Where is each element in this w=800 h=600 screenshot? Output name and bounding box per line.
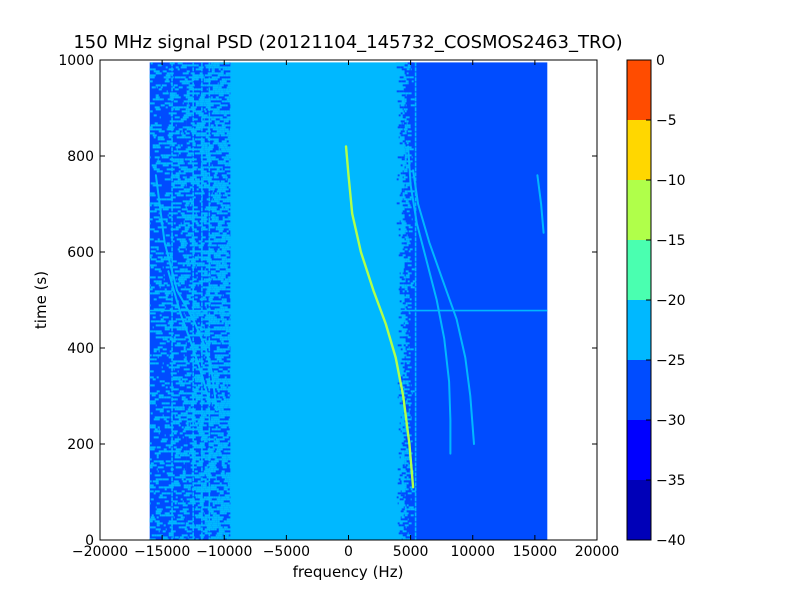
colorbar-band [627, 360, 651, 420]
colorbar-tick-label: −35 [656, 473, 686, 489]
chart-title: 150 MHz signal PSD (20121104_145732_COSM… [73, 32, 622, 53]
colorbar-band [627, 60, 651, 120]
x-tick-label: 15000 [513, 544, 558, 560]
x-tick-label: 20000 [575, 544, 620, 560]
x-tick-label: −20000 [72, 544, 128, 560]
y-tick-label: 400 [67, 341, 94, 357]
colorbar-tick-label: −15 [656, 233, 686, 249]
x-axis-label: frequency (Hz) [293, 563, 404, 581]
x-tick-label: 0 [344, 544, 353, 560]
x-tick-label: −10000 [196, 544, 252, 560]
x-tick-label: −5000 [263, 544, 310, 560]
colorbar-axis: 0 −5 −10 −15 −20 −25 −30 −35 −40 [646, 53, 686, 549]
signal-trace [412, 169, 475, 445]
x-tick-label: 10000 [450, 544, 495, 560]
x-tick-label: −15000 [134, 544, 190, 560]
signal-trace [306, 284, 328, 349]
y-axis-label: time (s) [32, 271, 50, 329]
heatmap-band [230, 62, 405, 540]
signal-trace [344, 145, 415, 489]
colorbar-tick-label: −5 [656, 113, 677, 129]
colorbar-tick-label: −25 [656, 353, 686, 369]
signal-trace [335, 246, 341, 273]
y-axis: 0 200 400 600 800 1000 [58, 53, 597, 549]
colorbar-tick-label: −30 [656, 413, 686, 429]
signal-trace [154, 174, 218, 412]
x-tick-label: 5000 [393, 544, 429, 560]
y-tick-label: 800 [67, 149, 94, 165]
y-tick-label: 200 [67, 437, 94, 453]
colorbar-tick-label: 0 [656, 53, 665, 69]
colorbar-band [627, 180, 651, 240]
colorbar [627, 60, 651, 540]
colorbar-band [627, 120, 651, 180]
heatmap-band [404, 62, 548, 540]
signal-trace [407, 145, 452, 455]
colorbar-band [627, 300, 651, 360]
x-axis: −20000 −15000 −10000 −5000 0 5000 10000 15000 20… [72, 60, 619, 560]
signal-trace [335, 289, 366, 445]
colorbar-tick-label: −20 [656, 293, 686, 309]
signal-trace [536, 174, 545, 234]
colorbar-band [627, 480, 651, 540]
y-tick-label: 1000 [58, 53, 94, 69]
y-tick-label: 600 [67, 245, 94, 261]
colorbar-band [627, 240, 651, 300]
colorbar-tick-label: −40 [656, 533, 686, 549]
signal-trace [167, 270, 211, 402]
plot-area [149, 62, 548, 540]
signal-trace [310, 164, 325, 244]
colorbar-tick-label: −10 [656, 173, 686, 189]
y-tick-label: 0 [85, 533, 94, 549]
colorbar-band [627, 420, 651, 480]
